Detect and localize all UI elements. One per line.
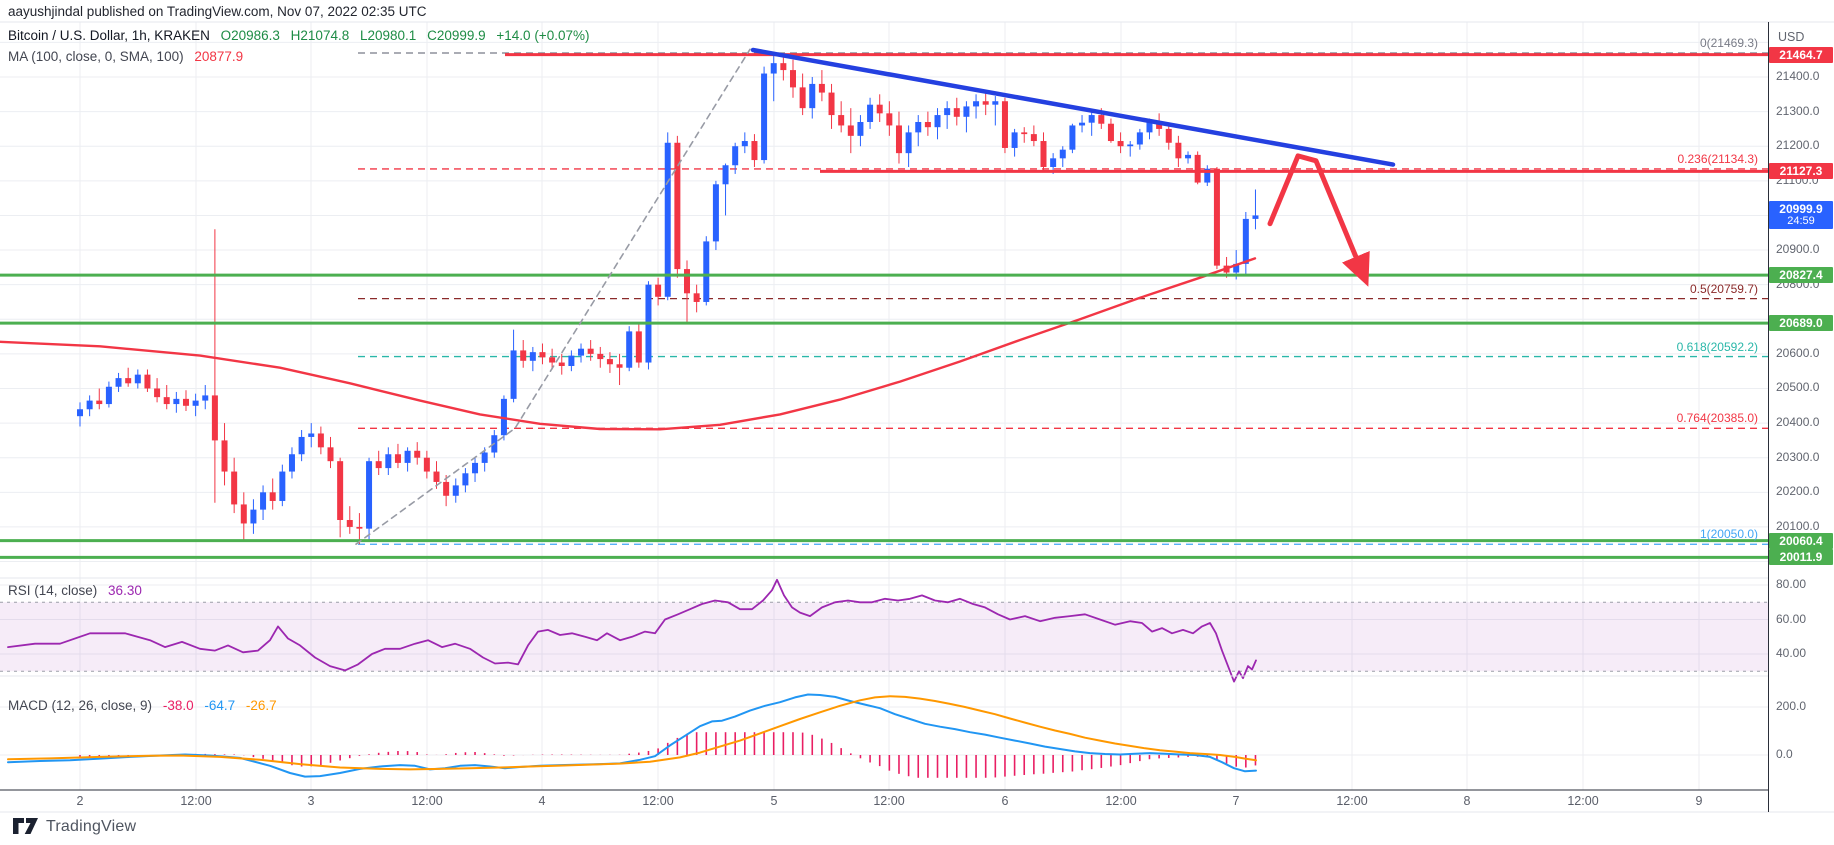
macd-legend[interactable]: MACD (12, 26, close, 9) -38.0 -64.7 -26.… bbox=[8, 698, 277, 713]
ma-value: 20877.9 bbox=[194, 49, 244, 64]
ohlc-high: H21074.8 bbox=[290, 28, 350, 43]
ohlc-open: O20986.3 bbox=[220, 28, 280, 43]
tradingview-logo-text: TradingView bbox=[46, 817, 137, 835]
price-tick: 21400.0 bbox=[1776, 69, 1820, 83]
price-tick: 20100.0 bbox=[1776, 518, 1820, 533]
time-axis-label: 6 bbox=[1001, 794, 1009, 808]
macd-tick: 0.0 bbox=[1776, 747, 1793, 761]
price-tick: 20300.0 bbox=[1776, 449, 1820, 464]
rsi-legend[interactable]: RSI (14, close) 36.30 bbox=[8, 583, 142, 598]
tradingview-logo-icon bbox=[13, 818, 38, 834]
time-axis-label: 12:00 bbox=[180, 794, 212, 808]
time-axis-label: 4 bbox=[538, 794, 546, 808]
price-tick: 20600.0 bbox=[1776, 345, 1820, 360]
time-axis-label: 12:00 bbox=[1336, 794, 1368, 808]
time-axis-label: 12:00 bbox=[411, 794, 443, 808]
price-badge: 20011.9 bbox=[1769, 549, 1833, 566]
price-badge: 21464.7 bbox=[1769, 46, 1833, 63]
macd-label: MACD (12, 26, close, 9) bbox=[8, 698, 153, 713]
price-tick: 21200.0 bbox=[1776, 138, 1820, 153]
ohlc-low: L20980.1 bbox=[360, 28, 417, 43]
time-axis-label: 12:00 bbox=[873, 794, 905, 808]
fib-lines[interactable] bbox=[358, 52, 1768, 545]
symbol-title: Bitcoin / U.S. Dollar, 1h, KRAKEN bbox=[8, 28, 210, 43]
price-tick: 20500.0 bbox=[1776, 380, 1820, 395]
time-axis-label: 12:00 bbox=[1105, 794, 1137, 808]
candles bbox=[77, 54, 1259, 545]
price-badge: 21127.3 bbox=[1769, 163, 1833, 180]
price-tick: 20200.0 bbox=[1776, 484, 1820, 499]
ohlc-close: C20999.9 bbox=[427, 28, 486, 43]
price-tick: 20400.0 bbox=[1776, 415, 1820, 430]
time-axis-label: 7 bbox=[1232, 794, 1240, 808]
rsi-tick: 80.00 bbox=[1776, 577, 1807, 591]
macd-hist-value: -38.0 bbox=[162, 698, 194, 713]
fib-label: 0.5(20759.7) bbox=[1689, 281, 1758, 296]
time-axis-label: 9 bbox=[1695, 794, 1703, 808]
rsi-band bbox=[0, 601, 1768, 672]
change-value: +14.0 (+0.07%) bbox=[496, 28, 590, 43]
indicator-curves[interactable] bbox=[7, 578, 1257, 778]
time-axis-label: 3 bbox=[307, 794, 315, 808]
price-badge: 20827.4 bbox=[1769, 267, 1833, 284]
price-tick: 20900.0 bbox=[1776, 242, 1820, 257]
price-badge: 20689.0 bbox=[1769, 315, 1833, 332]
rsi-label: RSI (14, close) bbox=[8, 583, 98, 598]
time-axis-label: 12:00 bbox=[642, 794, 674, 808]
currency-label: USD bbox=[1778, 30, 1805, 44]
rsi-value: 36.30 bbox=[108, 583, 142, 598]
ma-label: MA (100, close, 0, SMA, 100) bbox=[8, 49, 184, 64]
price-tick: 21300.0 bbox=[1776, 103, 1820, 118]
macd-signal-value: -26.7 bbox=[245, 698, 277, 713]
tradingview-brand[interactable]: TradingView bbox=[12, 817, 136, 836]
time-axis-label: 8 bbox=[1463, 794, 1471, 808]
support-resistance-lines[interactable] bbox=[0, 53, 1768, 559]
fib-label: 0.236(21134.3) bbox=[1677, 151, 1758, 166]
rsi-tick: 60.00 bbox=[1776, 611, 1807, 626]
fib-label: 1(20050.0) bbox=[1699, 527, 1758, 542]
attribution-text: aayushjindal published on TradingView.co… bbox=[8, 4, 427, 19]
fib-label: 0.618(20592.2) bbox=[1676, 339, 1758, 354]
fib-label: 0.764(20385.0) bbox=[1676, 411, 1758, 426]
drawn-annotations[interactable] bbox=[355, 47, 1396, 545]
macd-line-value: -64.7 bbox=[204, 698, 236, 713]
symbol-legend[interactable]: Bitcoin / U.S. Dollar, 1h, KRAKEN O20986… bbox=[8, 28, 589, 43]
price-badge: 20060.4 bbox=[1769, 532, 1833, 549]
ma-legend[interactable]: MA (100, close, 0, SMA, 100) 20877.9 bbox=[8, 49, 243, 64]
price-badge: 20999.9 24:59 bbox=[1769, 201, 1833, 230]
time-axis-label: 2 bbox=[76, 794, 84, 808]
time-axis-label: 12:00 bbox=[1567, 794, 1599, 808]
panel-frame bbox=[0, 21, 1834, 813]
rsi-tick: 40.00 bbox=[1776, 646, 1807, 661]
fib-label: 0(21469.3) bbox=[1699, 36, 1758, 50]
time-axis-label: 5 bbox=[770, 794, 778, 808]
macd-tick: 200.0 bbox=[1776, 699, 1807, 713]
gridlines bbox=[0, 22, 1768, 790]
